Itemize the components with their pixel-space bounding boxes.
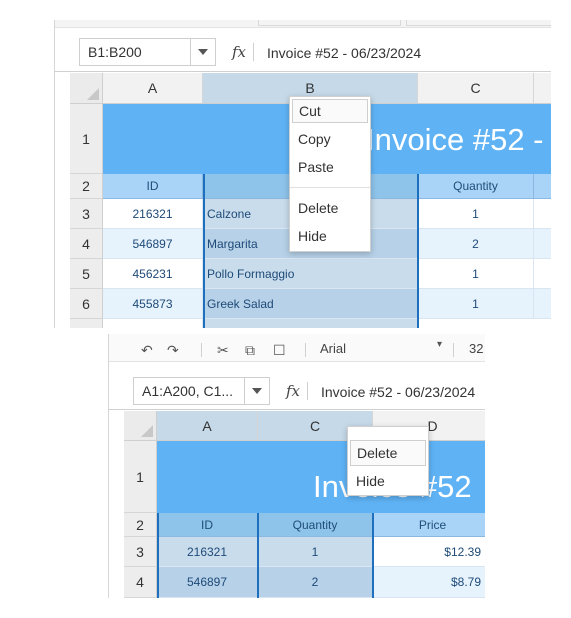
formula-input[interactable]: Invoice #52 - 06/23/2024 (321, 384, 476, 400)
table-cell[interactable]: 1 (418, 199, 534, 229)
row-header-3[interactable]: 3 (70, 199, 103, 229)
context-menu: Delete Hide (347, 426, 429, 496)
spreadsheet-view-2: ↶ ↷ ✂ ⧉ ☐ Arial ▾ 32 A1:A200, C1... fx I… (108, 334, 485, 598)
invoice-title: Invoice #52 - (366, 122, 544, 157)
divider (307, 382, 308, 400)
divider (305, 343, 306, 357)
copy-icon[interactable]: ⧉ (245, 342, 255, 358)
table-cell[interactable]: Pollo Formaggio (203, 259, 418, 289)
menu-item-delete[interactable]: Delete (350, 440, 426, 466)
select-all-corner[interactable] (70, 73, 103, 104)
row-header-4[interactable]: 4 (70, 229, 103, 259)
row-header-3[interactable]: 3 (124, 537, 157, 567)
name-box-dropdown-button[interactable] (190, 38, 216, 66)
table-cell[interactable]: 1 (418, 259, 534, 289)
table-cell[interactable] (534, 259, 551, 289)
table-cell[interactable] (203, 319, 418, 328)
paste-icon[interactable]: ☐ (273, 342, 286, 358)
toolbar-strip (55, 20, 551, 28)
table-cell[interactable]: 2 (258, 567, 373, 598)
table-cell[interactable]: 546897 (103, 229, 203, 259)
header-cell-quantity[interactable]: Quantity (418, 174, 534, 199)
table-cell[interactable]: $12.39 (373, 537, 485, 567)
table-cell[interactable]: 1 (258, 537, 373, 567)
column-header-a[interactable]: A (157, 411, 258, 441)
table-cell[interactable] (534, 229, 551, 259)
row-header-7[interactable] (70, 319, 103, 328)
menu-item-hide[interactable]: Hide (298, 228, 327, 244)
title-cell[interactable]: Invoice #52 (157, 441, 485, 513)
header-cell-next[interactable] (534, 174, 551, 199)
table-cell[interactable]: 216321 (157, 537, 258, 567)
table-cell[interactable]: 455873 (103, 289, 203, 319)
table-cell[interactable] (534, 289, 551, 319)
divider (201, 343, 202, 357)
row-header-2[interactable]: 2 (70, 174, 103, 199)
function-icon: fx (232, 43, 247, 61)
context-menu: Cut Copy Paste Delete Hide (289, 96, 371, 252)
corner-triangle-icon (87, 88, 99, 100)
column-header-d[interactable] (534, 73, 551, 104)
table-cell[interactable]: 2 (418, 229, 534, 259)
table-cell[interactable]: 546897 (157, 567, 258, 598)
redo-icon[interactable]: ↷ (167, 342, 179, 358)
table-cell[interactable] (534, 199, 551, 229)
divider (253, 43, 254, 61)
row-header-6[interactable]: 6 (70, 289, 103, 319)
table-cell[interactable]: 216321 (103, 199, 203, 229)
table-cell[interactable] (418, 319, 551, 328)
corner-triangle-icon (141, 425, 153, 437)
grid: A C D 1 2 3 4 Invoice #52 ID Quantity Pr… (109, 411, 485, 598)
toolbar-control (258, 20, 401, 26)
formula-bar: A1:A200, C1... fx Invoice #52 - 06/23/20… (109, 362, 485, 410)
toolbar-control (406, 20, 551, 26)
dropdown-arrow-icon (252, 388, 262, 394)
name-box-dropdown-button[interactable] (244, 377, 270, 405)
font-name-select[interactable]: Arial (320, 341, 347, 356)
table-cell[interactable]: 456231 (103, 259, 203, 289)
header-cell-quantity[interactable]: Quantity (258, 513, 373, 537)
column-header-c[interactable]: C (418, 73, 534, 104)
table-cell[interactable]: $8.79 (373, 567, 485, 598)
header-cell-id[interactable]: ID (157, 513, 258, 537)
table-cell[interactable] (103, 319, 203, 328)
row-header-5[interactable]: 5 (70, 259, 103, 289)
formula-bar: B1:B200 fx Invoice #52 - 06/23/2024 (55, 28, 551, 72)
menu-separator (290, 187, 370, 188)
table-cell[interactable]: Greek Salad (203, 289, 418, 319)
formula-input[interactable]: Invoice #52 - 06/23/2024 (267, 45, 422, 61)
row-header-1[interactable]: 1 (124, 441, 157, 513)
header-cell-id[interactable]: ID (103, 174, 203, 199)
font-dropdown-arrow-icon: ▾ (437, 339, 443, 350)
header-cell-price[interactable]: Price (373, 513, 485, 537)
font-size-input[interactable]: 32 (469, 341, 484, 356)
menu-item-copy[interactable]: Copy (298, 131, 331, 147)
row-header-2[interactable]: 2 (124, 513, 157, 537)
menu-item-cut[interactable]: Cut (292, 99, 368, 123)
dropdown-arrow-icon (198, 49, 208, 55)
name-box[interactable]: A1:A200, C1... (133, 377, 245, 405)
undo-icon[interactable]: ↶ (141, 342, 153, 358)
row-header-4[interactable]: 4 (124, 567, 157, 598)
cut-icon[interactable]: ✂ (217, 342, 229, 358)
function-icon: fx (286, 382, 301, 400)
table-cell[interactable]: 1 (418, 289, 534, 319)
menu-item-paste[interactable]: Paste (298, 159, 334, 175)
name-box[interactable]: B1:B200 (79, 38, 191, 66)
column-header-a[interactable]: A (103, 73, 203, 104)
spreadsheet-view-1: B1:B200 fx Invoice #52 - 06/23/2024 A B … (54, 20, 551, 328)
menu-item-hide[interactable]: Hide (356, 473, 385, 489)
toolbar: ↶ ↷ ✂ ⧉ ☐ Arial ▾ 32 (109, 334, 485, 362)
row-header-1[interactable]: 1 (70, 104, 103, 174)
divider (453, 343, 454, 357)
select-all-corner[interactable] (124, 411, 157, 441)
menu-item-delete[interactable]: Delete (298, 200, 339, 216)
